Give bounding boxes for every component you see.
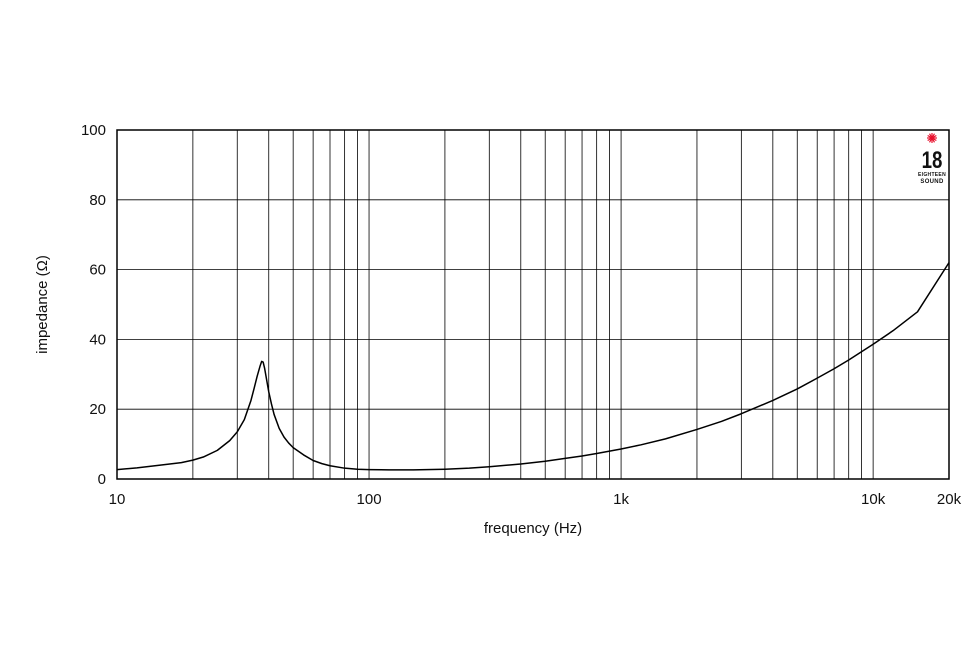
star-icon (927, 133, 937, 143)
plot-frame (116, 129, 950, 480)
series-layer (116, 262, 950, 471)
x-tick-label: 1k (613, 491, 629, 508)
x-tick-label: 10k (861, 491, 886, 508)
y-tick-label: 100 (81, 122, 106, 139)
y-tick-label: 0 (98, 471, 106, 488)
logo-line2: SOUND (920, 179, 944, 185)
impedance-curve (116, 262, 950, 471)
logo-number: 18 (922, 147, 943, 174)
tick-labels: 10 100 1k 10k 20k 0 20 40 60 80 100 (81, 122, 962, 508)
logo-line1: EIGHTEEN (918, 172, 946, 178)
x-axis-label: frequency (Hz) (484, 520, 582, 537)
y-tick-label: 40 (89, 331, 106, 348)
eighteen-sound-logo: 18 EIGHTEEN SOUND (918, 133, 946, 185)
y-tick-label: 20 (89, 401, 106, 418)
y-tick-label: 80 (89, 192, 106, 209)
x-tick-label: 10 (109, 491, 126, 508)
star-ray (927, 134, 937, 142)
x-tick-label: 20k (937, 491, 962, 508)
y-axis-label: impedance (Ω) (34, 255, 51, 354)
x-tick-label: 100 (357, 491, 382, 508)
gridlines (117, 130, 949, 479)
y-tick-label: 60 (89, 262, 106, 279)
